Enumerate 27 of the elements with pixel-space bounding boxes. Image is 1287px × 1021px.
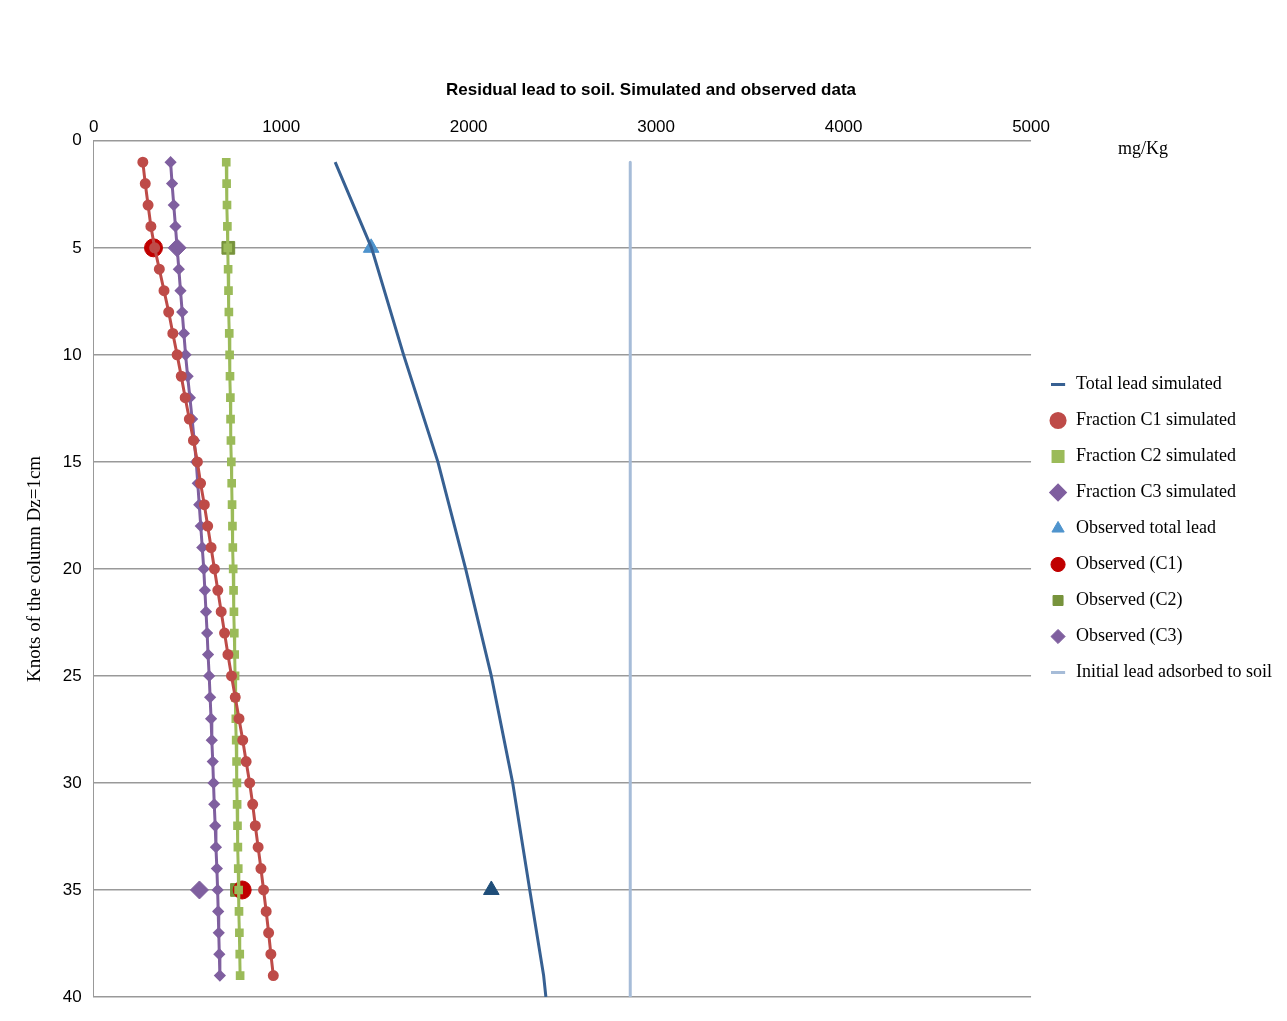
y-tick-label: 0: [72, 130, 82, 150]
legend-label: Fraction C1 simulated: [1076, 409, 1237, 430]
x-tick-label: 0: [88, 117, 99, 137]
legend-label: Observed (C2): [1076, 589, 1183, 611]
x-tick-label: 3000: [637, 117, 676, 137]
y-tick-label: 15: [62, 451, 82, 471]
x-axis-title: mg/Kg: [1118, 137, 1169, 158]
legend-label: Observed (C3): [1076, 625, 1183, 647]
x-tick-label: 4000: [824, 117, 863, 137]
x-tick-label: 2000: [449, 117, 488, 137]
y-axis-title: Knots of the column Dz=1cm: [23, 455, 45, 682]
y-tick-label: 5: [72, 237, 82, 257]
y-tick-label: 25: [62, 665, 82, 685]
legend-label: Fraction C3 simulated: [1076, 481, 1237, 502]
y-tick-label: 40: [62, 986, 82, 1006]
legend-label: Initial lead adsorbed to soil: [1076, 661, 1272, 682]
legend-label: Fraction C2 simulated: [1076, 445, 1237, 466]
legend-label: Observed total lead: [1076, 517, 1216, 538]
y-tick-label: 20: [62, 558, 82, 578]
y-tick-label: 10: [62, 344, 82, 364]
x-tick-label: 5000: [1012, 117, 1050, 137]
legend-label: Observed (C1): [1076, 553, 1183, 575]
x-tick-label: 1000: [262, 117, 301, 137]
y-tick-label: 30: [62, 772, 82, 792]
y-tick-label: 35: [62, 879, 82, 899]
legend-label: Total lead simulated: [1076, 373, 1222, 394]
chart-title: Residual lead to soil. Simulated and observed data: [446, 79, 857, 99]
